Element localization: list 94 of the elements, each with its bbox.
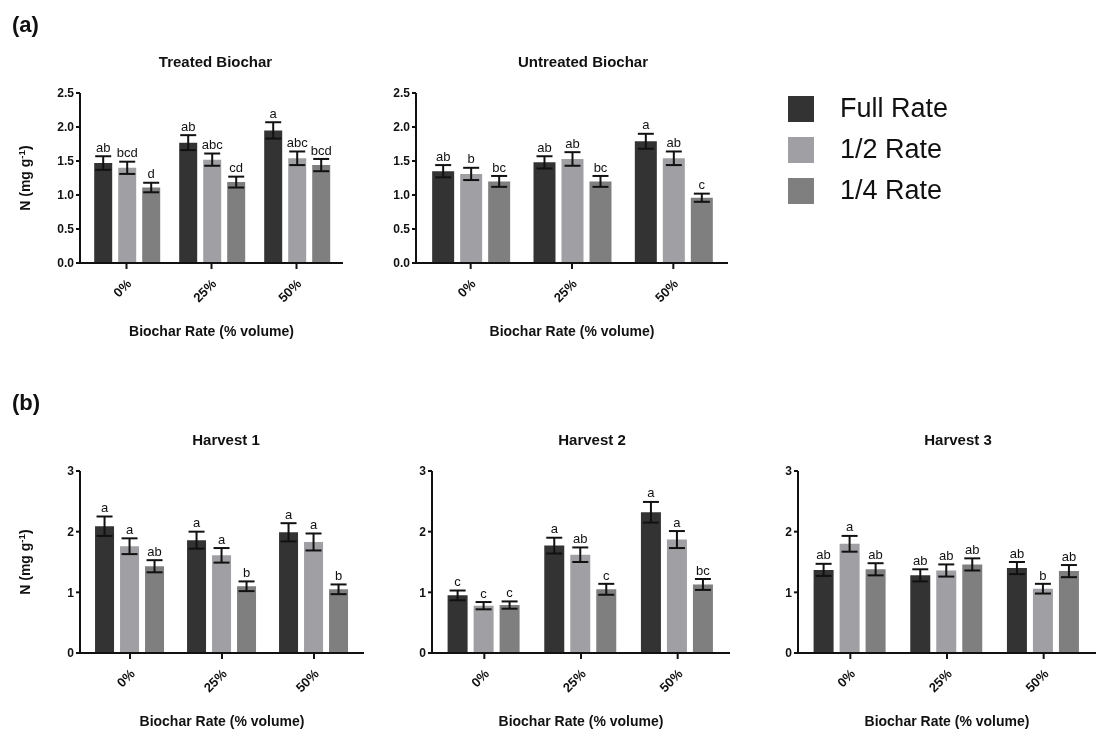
- y-tick-label: 2.0: [393, 120, 411, 135]
- data-label: a: [673, 514, 682, 530]
- y-tick-label: 1.5: [393, 154, 411, 169]
- x-axis-title: Biochar Rate (% volume): [498, 713, 664, 729]
- x-tick-label: 0%: [454, 275, 479, 301]
- x-axis-title: Biochar Rate (% volume): [139, 713, 305, 729]
- data-label: ab: [913, 552, 928, 568]
- y-tick-label: 2.0: [57, 120, 75, 135]
- y-tick-label: 2: [67, 524, 75, 539]
- data-label: abc: [286, 135, 309, 151]
- y-tick-label: 0: [67, 646, 75, 661]
- y-tick-label: 0.5: [57, 222, 75, 237]
- data-label: a: [845, 519, 854, 535]
- data-label: ab: [565, 135, 580, 151]
- y-tick-label: 1: [419, 585, 427, 600]
- legend-label: 1/4 Rate: [840, 175, 943, 206]
- data-label: c: [698, 177, 706, 193]
- x-tick-label: 50%: [1022, 665, 1052, 696]
- data-label: ab: [95, 139, 111, 155]
- data-label: bc: [492, 159, 507, 175]
- data-label: a: [192, 515, 201, 531]
- x-tick-label: 50%: [652, 275, 682, 306]
- text: (a): [12, 12, 39, 38]
- data-label: abc: [201, 137, 224, 153]
- x-tick-label: 50%: [292, 665, 323, 696]
- x-axis-title: Biochar Rate (% volume): [489, 323, 655, 339]
- y-tick-label: 2: [419, 524, 427, 539]
- data-label: bc: [696, 562, 711, 578]
- data-label: ab: [965, 542, 980, 558]
- x-axis-title: Biochar Rate (% volume): [864, 713, 1030, 729]
- chart-title: Harvest 3: [923, 431, 993, 448]
- x-axis-title: Biochar Rate (% volume): [129, 323, 294, 339]
- data-label: cd: [229, 160, 244, 176]
- y-tick-label: 1: [67, 585, 75, 600]
- data-label: bcd: [116, 145, 138, 161]
- y-tick-label: 0.0: [393, 256, 411, 271]
- data-label: a: [217, 531, 226, 547]
- y-tick-label: 2.5: [393, 86, 411, 101]
- data-label: ab: [939, 548, 954, 564]
- data-label: c: [603, 567, 611, 583]
- data-label: c: [454, 574, 462, 590]
- y-tick-label: 1.0: [57, 188, 75, 203]
- data-label: bcd: [310, 142, 332, 158]
- chart-title: Harvest 1: [191, 431, 261, 448]
- data-label: ab: [816, 547, 831, 563]
- data-label: b: [467, 151, 475, 167]
- data-label: ab: [573, 531, 588, 547]
- data-label: a: [647, 485, 656, 501]
- data-label: b: [334, 568, 343, 584]
- y-tick-label: 0: [785, 646, 793, 661]
- x-tick-label: 0%: [113, 665, 139, 691]
- data-label: d: [147, 166, 155, 182]
- data-label: a: [125, 521, 134, 537]
- data-label: c: [506, 585, 514, 601]
- x-tick-label: 50%: [275, 275, 305, 306]
- data-label: bc: [593, 159, 608, 175]
- legend-label: 1/2 Rate: [840, 134, 943, 165]
- y-tick-label: 3: [785, 464, 793, 479]
- data-label: ab: [1009, 545, 1025, 561]
- y-tick-label: 3: [67, 464, 75, 479]
- data-label: a: [269, 105, 278, 121]
- y-tick-label: 3: [419, 464, 427, 479]
- data-label: ab: [147, 543, 162, 559]
- data-label: a: [550, 521, 559, 537]
- y-tick-label: 2.5: [57, 86, 75, 101]
- data-label: a: [284, 506, 293, 522]
- data-label: b: [242, 565, 251, 581]
- x-tick-label: 0%: [468, 665, 493, 691]
- data-label: ab: [666, 135, 682, 151]
- y-tick-label: 2: [785, 524, 793, 539]
- data-label: ab: [868, 546, 883, 562]
- y-tick-label: 1.5: [57, 154, 75, 169]
- chart-title: Harvest 2: [557, 431, 627, 448]
- data-label: b: [1039, 567, 1047, 583]
- data-label: ab: [1061, 548, 1077, 564]
- data-label: ab: [435, 148, 451, 164]
- data-label: ab: [537, 139, 552, 155]
- chart-title: Untreated Biochar: [517, 53, 649, 70]
- data-label: a: [100, 499, 109, 515]
- chart-title: Treated Biochar: [157, 53, 274, 70]
- legend-label: Full Rate: [840, 93, 949, 124]
- text: (b): [12, 390, 41, 416]
- x-tick-label: 50%: [656, 665, 686, 696]
- data-label: c: [480, 585, 488, 601]
- y-tick-label: 1.0: [393, 188, 411, 203]
- y-tick-label: 0.5: [393, 222, 411, 237]
- data-label: a: [642, 117, 651, 133]
- y-tick-label: 1: [785, 585, 793, 600]
- x-tick-label: 0%: [110, 275, 135, 301]
- data-label: a: [309, 517, 318, 533]
- data-label: ab: [180, 118, 196, 134]
- y-tick-label: 0.0: [57, 256, 75, 271]
- x-tick-label: 0%: [834, 665, 859, 691]
- y-tick-label: 0: [419, 646, 427, 661]
